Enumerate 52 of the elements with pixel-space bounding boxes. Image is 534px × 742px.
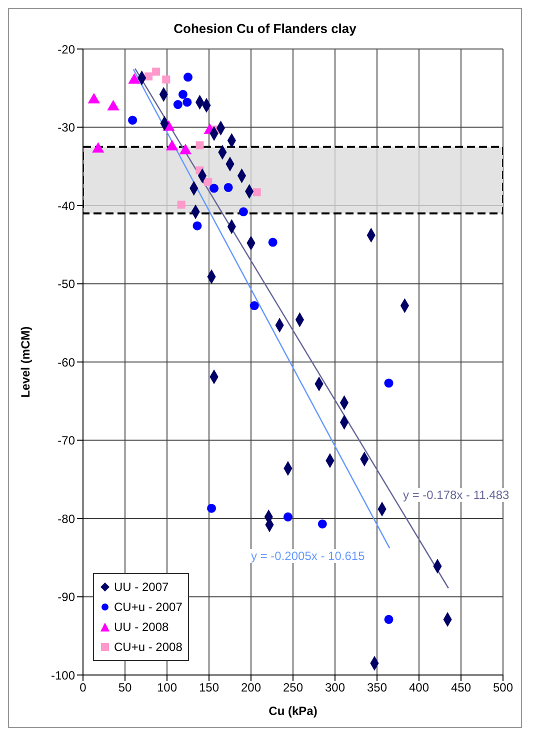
legend-label: UU - 2008: [114, 619, 169, 636]
x-tick-label: 50: [118, 680, 132, 695]
point: [224, 182, 233, 192]
point: [162, 76, 170, 84]
x-tick-label: 350: [366, 680, 388, 695]
x-axis-title: Cu (kPa): [268, 704, 318, 718]
point: [207, 504, 216, 513]
legend-label: CU+u - 2008: [114, 639, 182, 656]
point: [250, 301, 259, 310]
point: [204, 178, 212, 186]
point: [283, 512, 292, 522]
point: [196, 141, 204, 150]
y-tick-label: -100: [50, 668, 76, 682]
chart-title: Cohesion Cu of Flanders clay: [172, 21, 358, 36]
point: [384, 378, 394, 388]
point: [268, 238, 278, 247]
y-tick-label: -60: [58, 355, 76, 370]
point: [152, 68, 160, 76]
point: [182, 98, 192, 107]
x-tick-label: 250: [282, 680, 304, 695]
point: [178, 90, 188, 99]
legend-label: UU - 2007: [114, 579, 169, 596]
x-tick-label: 0: [80, 680, 87, 695]
point: [128, 116, 138, 125]
point: [384, 614, 394, 624]
legend-label: CU+u - 2007: [114, 599, 182, 616]
x-tick-label: 450: [450, 680, 472, 695]
y-tick-label: -90: [58, 590, 76, 604]
point: [173, 100, 182, 110]
y-tick-label: -40: [58, 198, 76, 213]
point: [177, 200, 186, 209]
point: [183, 72, 193, 82]
point: [318, 519, 327, 528]
annotation: y = -0.2005x - 10.615: [249, 549, 367, 563]
y-tick-label: -30: [58, 120, 76, 135]
x-tick-label: 300: [324, 680, 346, 695]
point: [252, 188, 261, 196]
y-tick-label: -70: [58, 434, 76, 448]
point: [144, 72, 153, 80]
x-tick-label: 100: [156, 680, 178, 695]
x-tick-label: 500: [492, 680, 514, 695]
point: [210, 184, 219, 193]
x-tick-label: 150: [198, 680, 220, 695]
y-tick-label: -50: [58, 277, 76, 292]
y-tick-label: -80: [58, 512, 76, 526]
y-axis-title: Level (mCM): [18, 326, 32, 398]
x-tick-label: 400: [408, 680, 430, 695]
point: [238, 207, 248, 216]
y-tick-label: -20: [58, 42, 76, 56]
x-tick-label: 200: [240, 680, 262, 695]
point: [192, 221, 202, 230]
annotation: y = -0.178x - 11.483: [401, 488, 512, 502]
